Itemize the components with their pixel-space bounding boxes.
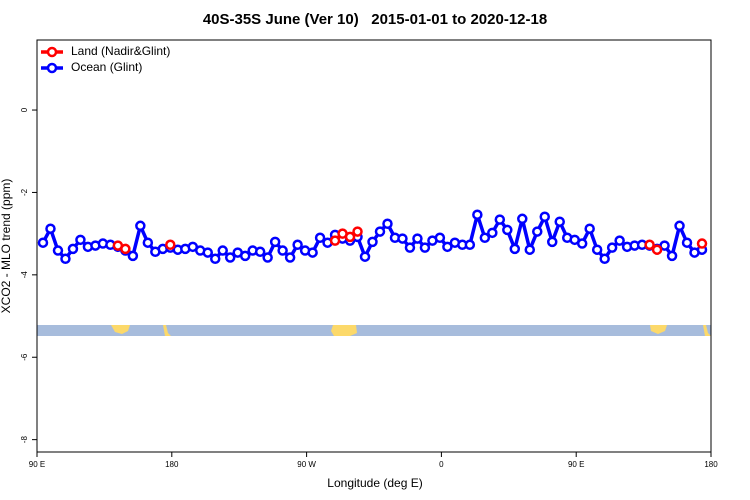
- y-tick-label: -8: [20, 436, 29, 444]
- point: [352, 226, 363, 237]
- point: [269, 236, 281, 248]
- y-tick-label: -4: [20, 271, 29, 279]
- point: [479, 232, 491, 244]
- point: [494, 214, 506, 225]
- point: [584, 223, 595, 234]
- land-blob: [163, 325, 171, 336]
- legend-label: Land (Nadir&Glint): [71, 44, 170, 58]
- legend-marker: [46, 46, 58, 58]
- point: [52, 245, 64, 256]
- point: [292, 239, 303, 251]
- point: [284, 252, 296, 263]
- point: [239, 250, 251, 262]
- point: [209, 253, 221, 265]
- land-blob: [111, 325, 130, 334]
- point: [329, 235, 341, 246]
- point: [142, 237, 154, 248]
- point: [254, 246, 266, 258]
- point: [472, 209, 483, 220]
- point: [524, 244, 536, 255]
- point: [359, 251, 371, 262]
- point: [344, 231, 356, 243]
- point: [644, 239, 655, 251]
- land-blob: [650, 325, 667, 334]
- point: [307, 247, 318, 258]
- x-tick-label: 180: [165, 460, 179, 469]
- point: [412, 233, 423, 244]
- x-tick-label: 180: [704, 460, 718, 469]
- point: [517, 213, 528, 225]
- point: [135, 220, 146, 232]
- point: [576, 238, 588, 249]
- point: [262, 252, 273, 263]
- point: [419, 242, 431, 253]
- y-tick-label: -6: [20, 353, 29, 361]
- point: [606, 242, 618, 253]
- point: [442, 241, 453, 253]
- point: [120, 243, 131, 255]
- point: [666, 250, 678, 262]
- point: [502, 224, 513, 236]
- point: [45, 223, 56, 234]
- y-axis-label: XCO2 - MLO trend (ppm): [0, 179, 13, 314]
- point: [127, 250, 139, 262]
- plot-frame: [36, 39, 712, 453]
- point: [165, 239, 176, 251]
- point: [217, 245, 228, 256]
- point: [75, 234, 86, 246]
- point: [434, 232, 446, 244]
- point: [60, 253, 71, 265]
- point: [397, 233, 408, 244]
- x-tick-label: 0: [439, 460, 444, 469]
- x-tick-label: 90 W: [297, 460, 316, 469]
- point: [546, 236, 558, 248]
- point: [67, 243, 79, 255]
- x-tick-label: 90 E: [568, 460, 584, 469]
- point: [382, 218, 393, 230]
- point: [277, 245, 288, 256]
- point: [659, 240, 670, 251]
- point: [651, 244, 663, 255]
- point: [367, 236, 378, 248]
- point: [37, 237, 49, 248]
- y-tick-label: 0: [20, 107, 29, 112]
- point: [599, 253, 610, 265]
- y-tick-label: -2: [20, 188, 29, 196]
- ocean-strip: [37, 325, 711, 336]
- point: [532, 226, 543, 237]
- point: [554, 216, 565, 227]
- point: [509, 243, 521, 255]
- point: [202, 247, 213, 258]
- point: [224, 252, 236, 263]
- map-strip: [37, 325, 711, 336]
- point: [487, 227, 498, 239]
- x-tick-label: 90 E: [29, 460, 45, 469]
- point: [681, 237, 693, 248]
- x-axis-label: Longitude (deg E): [327, 476, 422, 490]
- point: [404, 242, 416, 253]
- point: [374, 226, 386, 237]
- chart-title: 40S-35S June (Ver 10) 2015-01-01 to 2020…: [203, 11, 547, 28]
- point: [696, 238, 708, 249]
- point: [539, 211, 550, 222]
- land-blob: [331, 325, 357, 336]
- point: [591, 244, 603, 255]
- point: [464, 239, 476, 251]
- point: [674, 220, 685, 232]
- point: [614, 235, 625, 246]
- land-blob: [703, 325, 711, 336]
- legend-marker: [46, 62, 58, 74]
- point: [314, 232, 326, 244]
- legend-label: Ocean (Glint): [71, 60, 142, 74]
